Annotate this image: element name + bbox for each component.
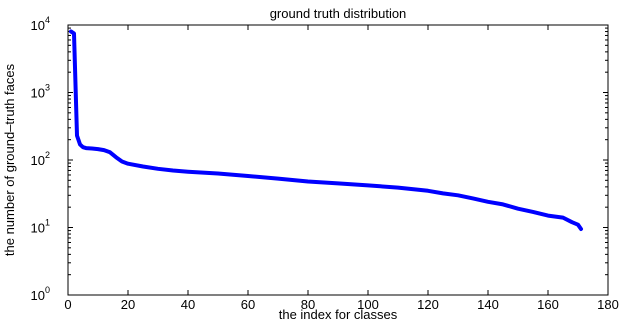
x-tick-label: 40 (181, 297, 195, 312)
y-tick-label: 100 (31, 285, 50, 303)
plot-frame (67, 24, 609, 296)
x-tick-label: 180 (597, 297, 619, 312)
y-tick-base: 10 (31, 153, 45, 168)
y-tick-exponent: 4 (45, 15, 50, 25)
y-tick-base: 10 (31, 221, 45, 236)
y-tick-base: 10 (31, 86, 45, 101)
y-tick-exponent: 3 (45, 83, 50, 93)
x-axis-title: the index for classes (279, 307, 398, 322)
y-tick-exponent: 2 (45, 150, 50, 160)
y-tick-label: 102 (31, 150, 50, 168)
y-tick-label: 101 (31, 218, 50, 236)
y-tick-base: 10 (31, 288, 45, 303)
x-tick-label: 160 (537, 297, 559, 312)
series-line (69, 29, 583, 231)
y-axis-title: the number of ground–truth faces (2, 63, 17, 256)
y-tick-exponent: 0 (45, 285, 50, 295)
chart-title: ground truth distribution (270, 6, 407, 21)
x-tick-label: 60 (241, 297, 255, 312)
x-tick-label: 20 (121, 297, 135, 312)
x-tick-label: 120 (417, 297, 439, 312)
x-tick-label: 100 (357, 297, 379, 312)
y-tick-label: 103 (31, 83, 50, 101)
x-tick-label: 140 (477, 297, 499, 312)
y-tick-label: 104 (31, 15, 50, 33)
y-tick-base: 10 (31, 18, 45, 33)
x-tick-label: 80 (301, 297, 315, 312)
y-tick-exponent: 1 (45, 218, 50, 228)
x-tick-label: 0 (64, 297, 71, 312)
